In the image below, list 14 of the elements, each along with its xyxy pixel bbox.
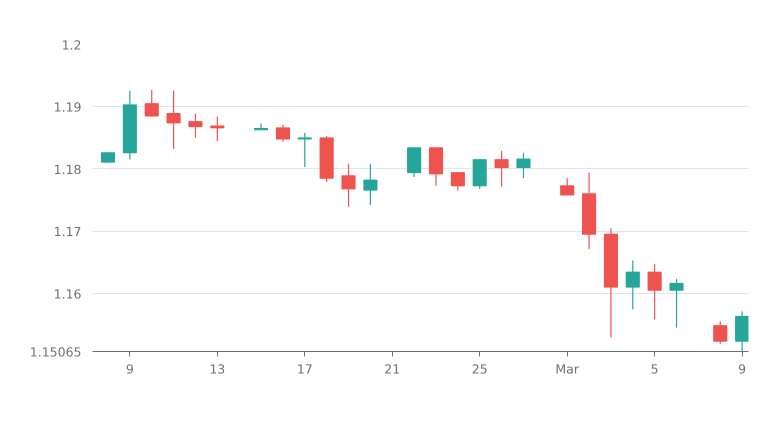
x-tick-label: Mar xyxy=(555,362,580,376)
x-tick-label: 25 xyxy=(472,362,488,376)
x-tick-label: 5 xyxy=(650,362,659,376)
x-tick-label: 17 xyxy=(296,362,313,376)
y-tick-label: 1.17 xyxy=(54,224,82,240)
x-tick-label: 21 xyxy=(384,362,400,376)
y-tick-label: 1.19 xyxy=(54,100,82,115)
x-tick-label: 13 xyxy=(209,362,226,376)
x-tick-label: 9 xyxy=(738,362,746,376)
y-tick-label: 1.18 xyxy=(54,162,82,177)
y-tick-label: 1.16 xyxy=(54,286,82,302)
y-tick-label: 1.2 xyxy=(62,38,82,52)
y-tick-label: 1.15065 xyxy=(30,344,82,360)
x-tick-label: 9 xyxy=(126,362,134,376)
